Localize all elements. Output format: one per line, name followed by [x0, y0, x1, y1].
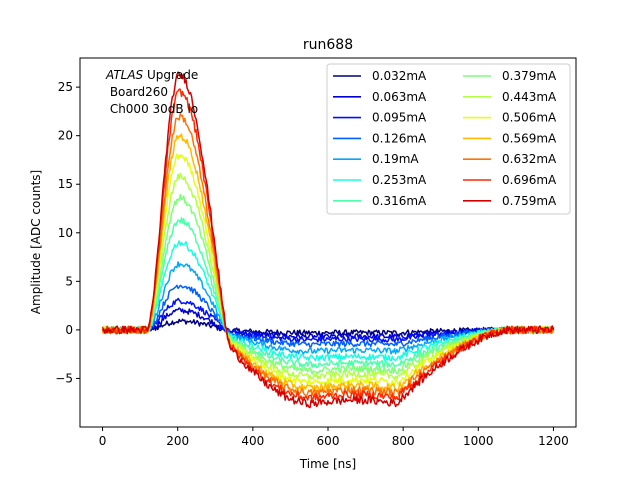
legend-entry: 0.095mA: [372, 111, 427, 125]
legend-entry: 0.032mA: [372, 69, 427, 83]
legend-entry: 0.379mA: [502, 69, 557, 83]
x-axis-label: Time [ns]: [299, 457, 356, 471]
legend-entry: 0.506mA: [502, 111, 557, 125]
legend-entry: 0.063mA: [372, 90, 427, 104]
y-tick-label: −5: [55, 371, 73, 385]
annotation-line-1: ATLAS Upgrade: [105, 68, 198, 82]
y-tick-label: 10: [58, 226, 73, 240]
series-line: [101, 88, 555, 403]
x-tick-label: 0: [99, 434, 107, 448]
y-tick-label: 15: [58, 177, 73, 191]
legend-entry: 0.443mA: [502, 90, 557, 104]
legend: 0.032mA 0.063mA 0.095mA 0.126mA 0.19mA 0.253m…: [326, 63, 571, 215]
series-line: [102, 240, 555, 362]
x-tick-label: 800: [392, 434, 415, 448]
annotation-line-3: Ch000 30dB lo: [106, 102, 198, 116]
legend-entry: 0.253mA: [372, 173, 427, 187]
series-line: [101, 71, 555, 409]
x-tick-label: 600: [317, 434, 340, 448]
x-tick-label: 400: [241, 434, 264, 448]
annotation-atlas: ATLAS: [105, 68, 144, 82]
legend-entry: 0.126mA: [372, 131, 427, 145]
series-line: [102, 307, 555, 341]
y-tick-label: 25: [58, 80, 73, 94]
plot-frame: [79, 57, 577, 428]
y-tick-label: 5: [65, 274, 73, 288]
x-tick-label: 1000: [463, 434, 494, 448]
chart-title: run688: [303, 37, 353, 53]
annotation: ATLAS Upgrade Board260 Ch000 30dB lo: [105, 68, 198, 116]
x-axis-ticks: 0 200 400 600 800 1000 1200: [99, 427, 569, 448]
y-axis-label: Amplitude [ADC counts]: [29, 170, 43, 314]
x-tick-label: 1200: [538, 434, 569, 448]
legend-entry: 0.316mA: [372, 194, 427, 208]
y-tick-label: 20: [58, 129, 73, 143]
legend-entry: 0.632mA: [502, 152, 557, 166]
x-tick-label: 200: [166, 434, 189, 448]
legend-entry: 0.569mA: [502, 131, 557, 145]
series-line: [101, 217, 554, 369]
legend-box: [326, 63, 571, 215]
legend-entry: 0.759mA: [502, 194, 557, 208]
y-axis-ticks: −5 0 5 10 15 20 25: [55, 80, 80, 385]
legend-entry: 0.696mA: [502, 173, 557, 187]
plot-area: [101, 71, 555, 409]
annotation-line-2: Board260: [106, 85, 168, 99]
series-line: [101, 193, 555, 375]
y-tick-label: 0: [65, 323, 73, 337]
series-line: [102, 261, 555, 355]
legend-entry: 0.19mA: [372, 152, 419, 166]
annotation-upgrade: Upgrade: [143, 68, 198, 82]
